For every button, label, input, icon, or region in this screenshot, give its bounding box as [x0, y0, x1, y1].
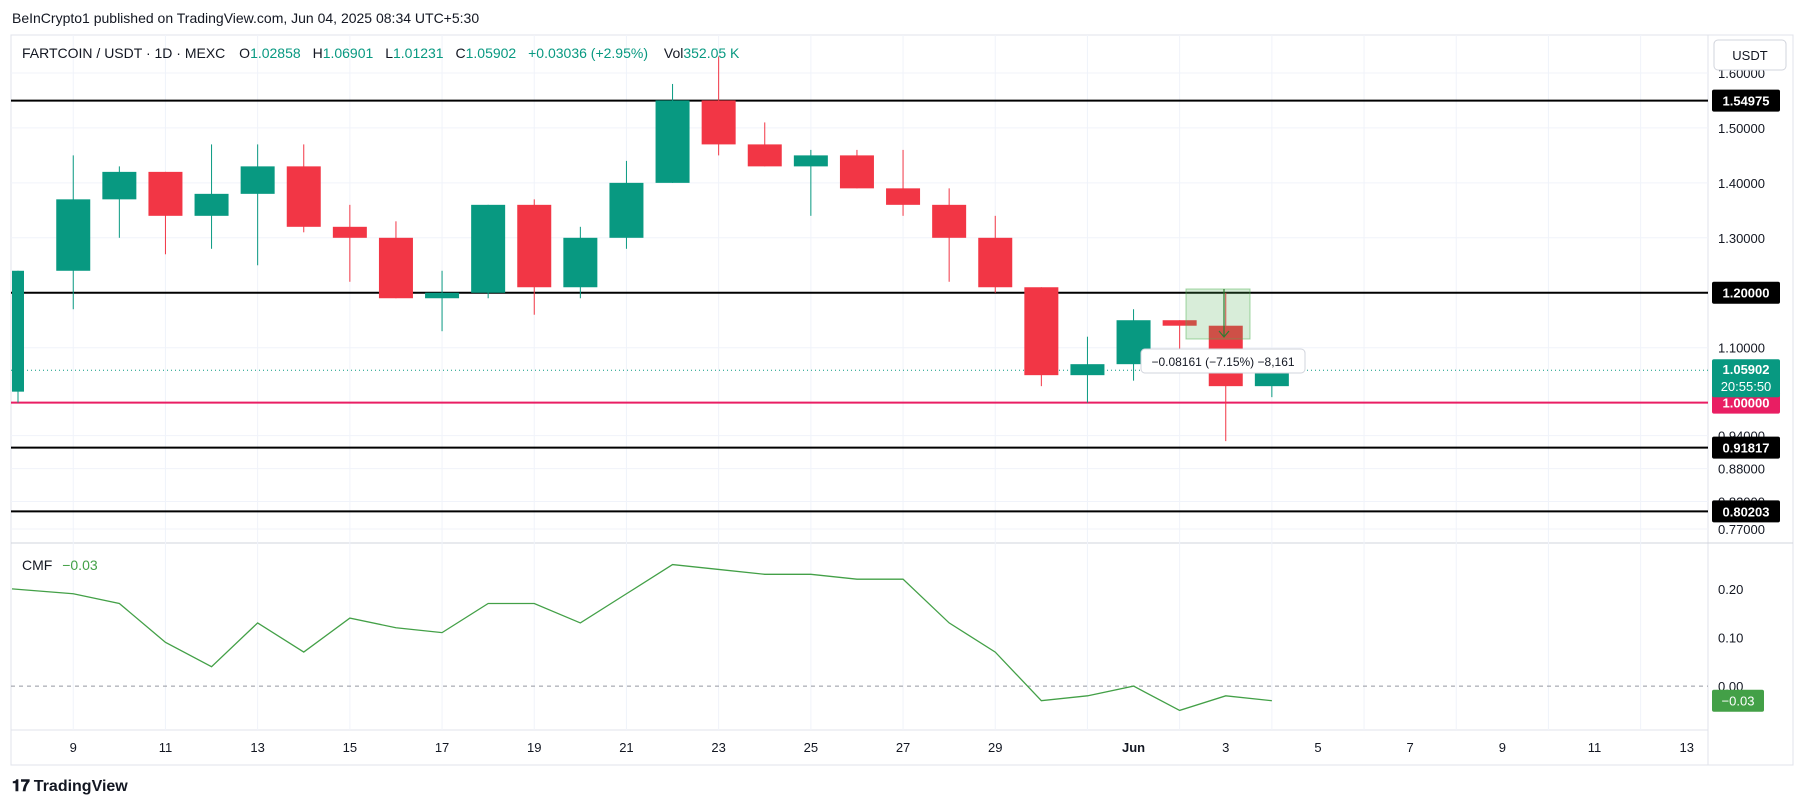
candle-body [1024, 287, 1059, 376]
legend-volume: 352.05 K [683, 45, 740, 61]
x-tick: 5 [1314, 740, 1321, 755]
currency-button-box [1713, 39, 1787, 71]
candle-body [655, 100, 690, 183]
legend-open: 1.02858 [250, 45, 301, 61]
candle-body [194, 193, 229, 216]
price-tick: 1.30000 [1718, 231, 1765, 246]
x-tick: 23 [711, 740, 725, 755]
tradingview-logo[interactable]: 𝟏𝟕 TradingView [12, 778, 128, 796]
candle-body [148, 171, 183, 216]
x-tick: 29 [988, 740, 1002, 755]
candles [12, 56, 1289, 442]
candle-body [1162, 320, 1197, 326]
price-tick: 1.40000 [1718, 176, 1765, 191]
measure-box [1185, 288, 1251, 340]
price-tick: 0.77000 [1718, 522, 1765, 537]
candle-body [517, 204, 552, 288]
level-tag: 1.00000 [1723, 396, 1770, 411]
cmf-pane [11, 563, 1708, 712]
legend-high: 1.06901 [323, 45, 374, 61]
candle-body [1254, 369, 1289, 387]
legend-symbol: FARTCOIN / USDT · 1D · MEXC [22, 45, 225, 61]
measure-label-box [1140, 348, 1306, 374]
x-tick: 11 [159, 740, 173, 755]
price-tick: 1.50000 [1718, 121, 1765, 136]
x-tick: 7 [1407, 740, 1414, 755]
cmf-tag-box [1712, 689, 1764, 712]
price-tick: 1.10000 [1718, 341, 1765, 356]
legend: FARTCOIN / USDT · 1D · MEXC O1.02858 H1.… [22, 45, 740, 61]
publisher-line: BeInCrypto1 published on TradingView.com… [12, 10, 480, 26]
cmf-tick: 0.10 [1718, 631, 1743, 646]
candle-body [793, 155, 828, 167]
cmf-line [11, 563, 1272, 712]
countdown-tag: 20:55:50 [1721, 379, 1772, 394]
x-tick: 25 [804, 740, 818, 755]
candle-body [425, 292, 460, 299]
x-tick: 27 [896, 740, 910, 755]
candle-body [56, 199, 91, 271]
x-tick: 15 [343, 740, 357, 755]
x-tick: 3 [1222, 740, 1229, 755]
candle-body [747, 144, 782, 167]
legend-close: 1.05902 [466, 45, 517, 61]
last-price-tag-box [1712, 359, 1780, 398]
candle-body [609, 182, 644, 238]
candle-body [378, 237, 413, 299]
level-tag: 1.20000 [1723, 286, 1770, 301]
cmf-tag: −0.03 [1722, 694, 1755, 709]
level-tag-box [1712, 89, 1780, 112]
x-tick: 19 [527, 740, 541, 755]
candle-body [471, 204, 506, 293]
candle-body [886, 188, 921, 205]
x-tick: 21 [619, 740, 633, 755]
cmf-tick: 0.20 [1718, 582, 1743, 597]
level-tag-box [1712, 281, 1780, 304]
candle-body [932, 204, 967, 238]
candle-body [286, 166, 321, 227]
x-tick: 9 [1499, 740, 1506, 755]
x-tick: 9 [70, 740, 77, 755]
level-tag-box [1712, 500, 1780, 523]
candle-body [102, 171, 137, 200]
tradingview-logo-icon: 𝟏𝟕 [12, 778, 30, 795]
candle-body [12, 270, 24, 392]
legend-change: +0.03036 (+2.95%) [528, 45, 648, 61]
x-tick: Jun [1122, 740, 1145, 755]
cmf-value: −0.03 [62, 557, 98, 573]
candle-body [240, 166, 275, 194]
level-tag: 0.91817 [1723, 441, 1770, 456]
grid [11, 35, 1708, 730]
level-tag: 0.80203 [1723, 504, 1770, 519]
x-tick: 17 [435, 740, 449, 755]
last-price-tag: 1.05902 [1723, 362, 1770, 377]
candle-body [332, 226, 367, 238]
cmf-label: CMF [22, 557, 52, 573]
measure-tool[interactable]: −0.08161 (−7.15%) −8,161 [1140, 288, 1306, 374]
candle-body [563, 237, 598, 288]
cmf-legend: CMF −0.03 [22, 557, 98, 573]
x-tick: 13 [250, 740, 264, 755]
candle-body [1070, 364, 1105, 376]
x-tick: 11 [1588, 740, 1602, 755]
measure-label: −0.08161 (−7.15%) −8,161 [1151, 355, 1294, 369]
currency-button[interactable]: USDT [1713, 39, 1787, 71]
measure-arrowhead-icon [1218, 330, 1230, 338]
candle-body [839, 155, 874, 189]
legend-low: 1.01231 [393, 45, 444, 61]
price-tick: 0.88000 [1718, 462, 1765, 477]
candle-body [701, 100, 736, 145]
level-tag-box [1712, 436, 1780, 459]
candle-body [978, 237, 1013, 288]
level-tag: 1.54975 [1723, 94, 1770, 109]
price-scale: 1.600001.500001.400001.300001.100000.940… [1712, 66, 1780, 712]
x-tick: 13 [1680, 740, 1694, 755]
horizontal-levels [11, 99, 1708, 513]
time-scale: 9 11 13 15 17 19 21 23 25 27 29 Jun 3 5 7 9 11 13 [70, 740, 1694, 755]
tradingview-logo-label: TradingView [33, 778, 128, 795]
currency-button-label: USDT [1732, 48, 1767, 63]
chart-frame [10, 34, 1794, 766]
